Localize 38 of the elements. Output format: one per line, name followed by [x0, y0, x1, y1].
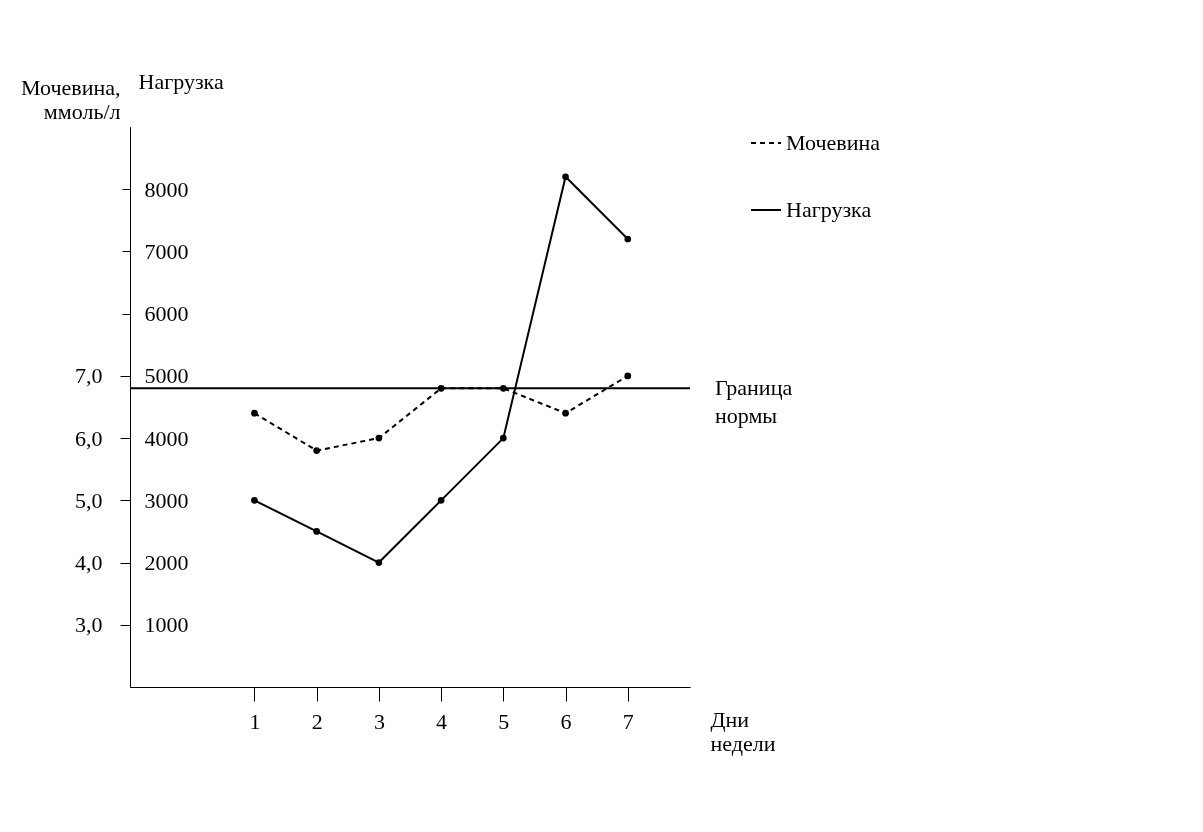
y2-tick-label: 1000 [144, 612, 189, 638]
point [624, 235, 632, 243]
y2-tick-label: 5000 [144, 363, 189, 389]
y-tick-label: 7,0 [75, 363, 103, 389]
y2-tick-label: 4000 [144, 425, 189, 451]
point [313, 528, 321, 535]
x-tick-label: 7 [622, 708, 634, 734]
y2-tick-label: 8000 [144, 176, 189, 202]
point [562, 173, 569, 181]
x-tick-label: 3 [373, 708, 385, 734]
point [437, 496, 445, 504]
x-tick-label: 4 [436, 708, 448, 734]
point [375, 559, 383, 566]
x-axis-title: Дни недели [710, 706, 776, 756]
x-tick-label: 5 [498, 708, 510, 734]
y-tick-label: 6,0 [75, 425, 103, 451]
legend-label: Нагрузка [786, 197, 872, 222]
point [624, 372, 632, 380]
y2-tick-label: 7000 [144, 238, 189, 264]
point [313, 447, 321, 454]
y2-tick-label: 3000 [144, 487, 189, 513]
legend-label: Мочевина [786, 130, 881, 155]
y2-tick-label: 2000 [144, 550, 189, 576]
point [375, 434, 383, 442]
x-tick-label: 1 [249, 708, 261, 734]
y-axis-title: Мочевина, ммоль/л [21, 74, 121, 124]
y-tick-label: 5,0 [75, 487, 103, 513]
point [251, 409, 258, 417]
y-tick-label: 4,0 [75, 550, 103, 576]
x-tick-label: 6 [560, 708, 572, 734]
point [251, 496, 258, 504]
point [562, 409, 569, 417]
y2-tick-label: 6000 [144, 301, 189, 327]
y-tick-label: 3,0 [75, 612, 103, 638]
x-tick-label: 2 [311, 708, 323, 734]
ref-line-label: Граница нормы [715, 375, 793, 429]
point [499, 434, 507, 442]
y2-axis-title: Нагрузка [138, 68, 224, 94]
